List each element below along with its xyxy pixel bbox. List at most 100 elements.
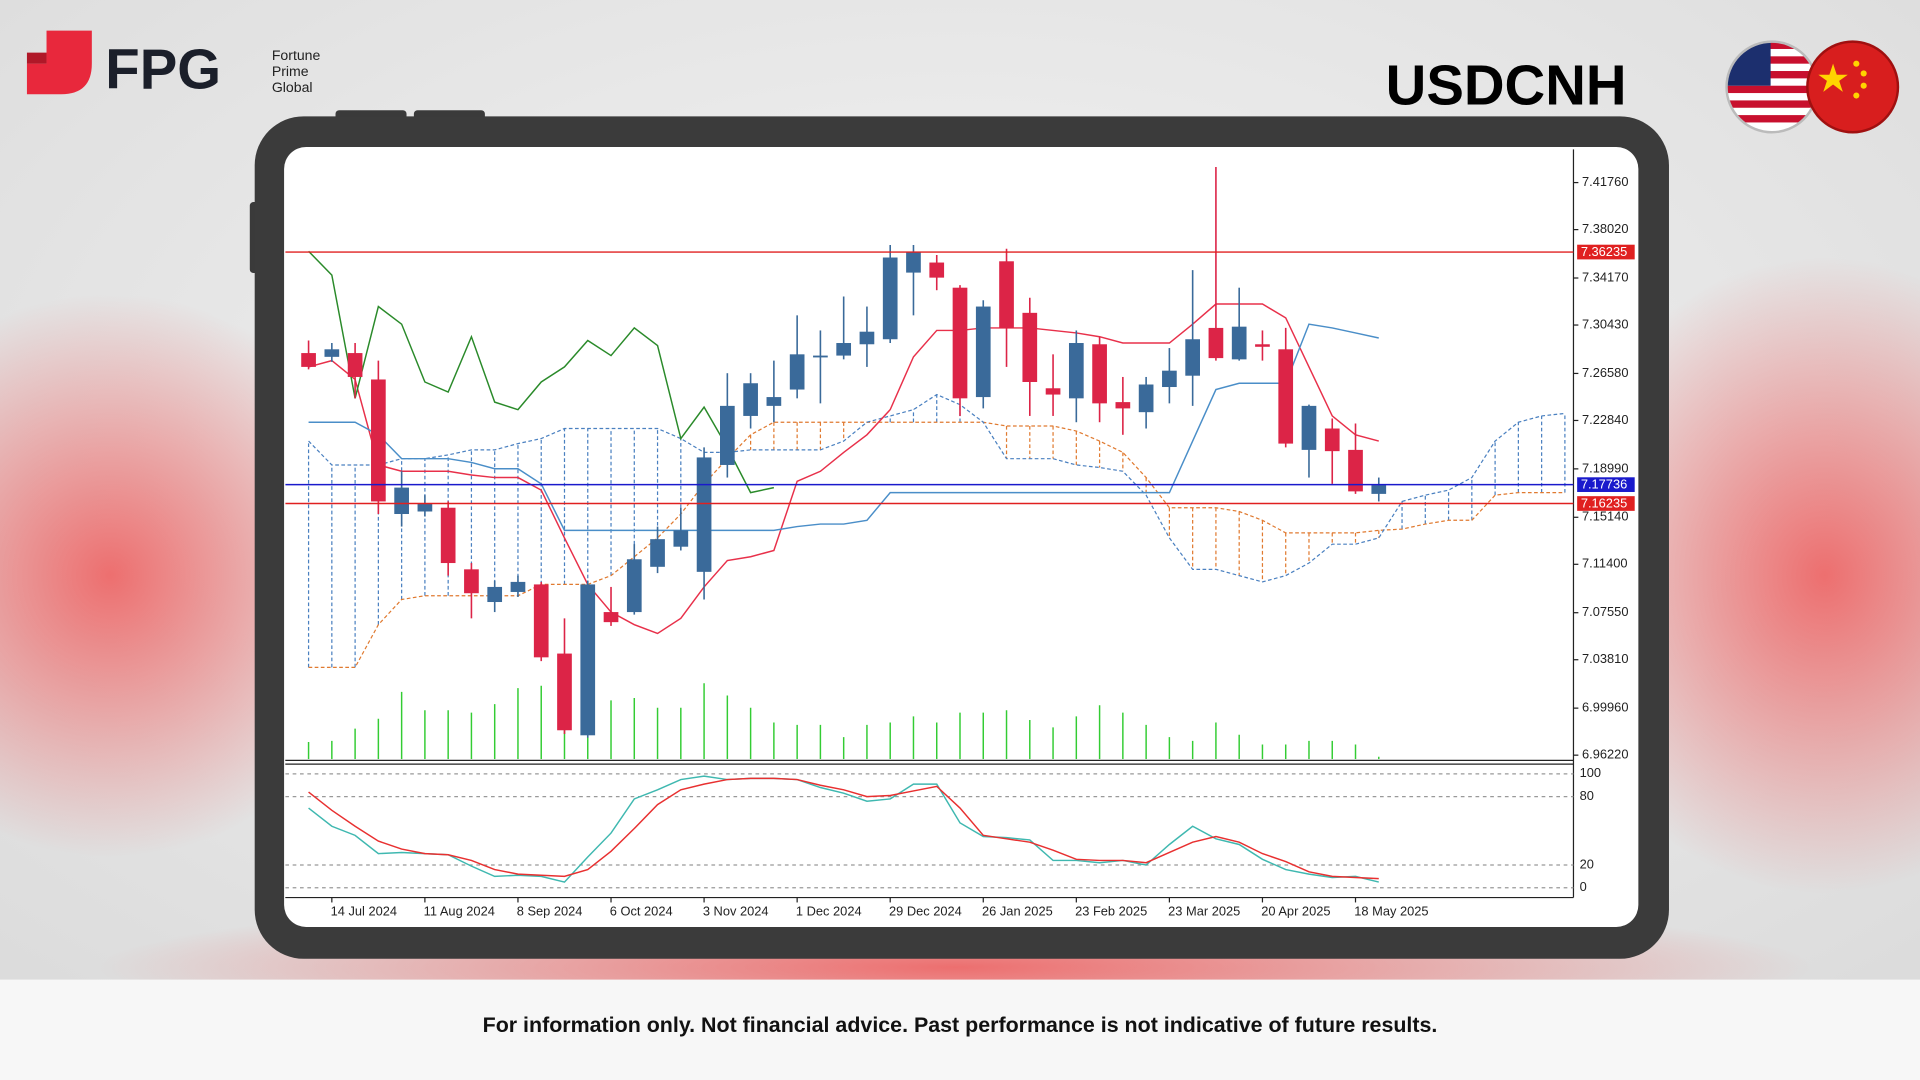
candle-body [952, 287, 968, 399]
x-tick-label: 26 Jan 2025 [982, 904, 1053, 919]
candle-body [464, 569, 479, 594]
candle-body [1138, 384, 1154, 413]
x-tick-label: 1 Dec 2024 [796, 904, 862, 919]
logo-text: FPG [105, 37, 221, 100]
candle-body [557, 653, 572, 731]
candle-body [1278, 349, 1294, 444]
china-star [1853, 92, 1860, 99]
level-label-box [1577, 244, 1635, 260]
y-tick-label: 7.22840 [1582, 412, 1628, 427]
candle-body [394, 487, 409, 515]
y-tick-label: 7.34170 [1582, 269, 1628, 284]
y-tick-label: 0 [1580, 879, 1587, 894]
candle-body [1068, 343, 1084, 399]
y-tick-label: 7.38020 [1582, 221, 1628, 236]
candle-body [487, 586, 503, 603]
candle-body [929, 262, 945, 278]
cloud-span [308, 393, 1565, 583]
candle-body [533, 584, 549, 658]
logo-icon [26, 30, 92, 95]
x-tick-label: 18 May 2025 [1354, 904, 1428, 919]
candle-body [1092, 344, 1107, 404]
candle-body [1301, 405, 1317, 450]
candle-body [1022, 312, 1038, 382]
x-tick-label: 14 Jul 2024 [331, 904, 397, 919]
candle-body [1348, 449, 1363, 492]
candle-body [696, 457, 712, 572]
x-tick-label: 20 Apr 2025 [1261, 904, 1330, 919]
y-tick-label: 100 [1580, 765, 1601, 780]
candle-body [626, 559, 642, 613]
indicator-line [308, 250, 775, 494]
china-star [1818, 63, 1848, 92]
indicator-line [308, 323, 1379, 532]
candle-body [371, 379, 386, 502]
level-labels: 7.36235 7.17736 7.16235 [1577, 244, 1635, 511]
candle-body [510, 581, 526, 592]
x-tick-label: 11 Aug 2024 [424, 904, 495, 919]
level-label-box [1577, 477, 1635, 492]
x-tick-label: 23 Mar 2025 [1168, 904, 1240, 919]
candle-body [999, 261, 1014, 328]
indicator-line [308, 303, 1379, 635]
candle-body [789, 354, 805, 390]
candle-body [1162, 370, 1177, 388]
candle-body [882, 257, 898, 340]
candle-body [301, 353, 316, 367]
china-star [1860, 82, 1867, 89]
candle-body [836, 343, 852, 356]
candle-body [1115, 402, 1131, 409]
y-tick-label: 20 [1580, 856, 1594, 871]
stochastic-line [308, 775, 1379, 883]
candle-body [603, 612, 619, 623]
x-tick-label: 6 Oct 2024 [610, 904, 673, 919]
candle-body [813, 355, 828, 358]
y-tick-label: 7.15140 [1582, 509, 1628, 524]
candle-body [720, 405, 735, 465]
candle-body [766, 397, 782, 406]
x-tick-label: 29 Dec 2024 [889, 904, 962, 919]
candle-body [743, 383, 758, 416]
candle-body [1208, 327, 1224, 359]
candle-body [417, 503, 433, 512]
candle-body [906, 252, 921, 273]
price-panel [285, 166, 1574, 760]
level-label: 7.16235 [1581, 496, 1627, 511]
y-tick-label: 7.41760 [1582, 174, 1628, 189]
china-flag [1806, 40, 1900, 134]
candle-body [580, 584, 596, 736]
company-name: Prime [272, 63, 309, 79]
china-star [1853, 60, 1860, 67]
candle-body [859, 331, 875, 345]
y-tick-label: 7.30430 [1582, 316, 1628, 331]
x-tick-label: 8 Sep 2024 [517, 904, 583, 919]
candle-body [347, 353, 363, 377]
candle-body [1231, 326, 1247, 360]
candle-body [650, 539, 665, 567]
stochastic-panel [285, 773, 1574, 889]
stochastic-line [308, 777, 1379, 880]
y-tick-label: 7.26580 [1582, 365, 1628, 380]
candle-body [673, 530, 689, 547]
y-tick-label: 80 [1580, 788, 1594, 803]
candle-body [1255, 344, 1270, 347]
x-tick-label: 23 Feb 2025 [1075, 904, 1147, 919]
y-tick-label: 7.11400 [1582, 556, 1627, 571]
footer-band [0, 979, 1920, 1080]
x-tick-label: 3 Nov 2024 [703, 904, 769, 919]
company-name: Fortune [272, 47, 321, 63]
y-tick-label: 6.96220 [1582, 747, 1628, 762]
china-star [1860, 70, 1867, 77]
candle-body [324, 349, 340, 357]
candle-body [440, 507, 456, 564]
candle-body [1324, 428, 1340, 452]
candle-body [975, 306, 991, 398]
candle-body [1045, 388, 1061, 395]
axes: 7.41760 7.38020 7.34170 7.30430 7.26580 7.228… [331, 174, 1629, 919]
y-tick-label: 7.18990 [1582, 460, 1628, 475]
candle-body [1185, 339, 1200, 376]
level-label: 7.17736 [1581, 477, 1627, 492]
logo-icon-notch [26, 52, 47, 64]
